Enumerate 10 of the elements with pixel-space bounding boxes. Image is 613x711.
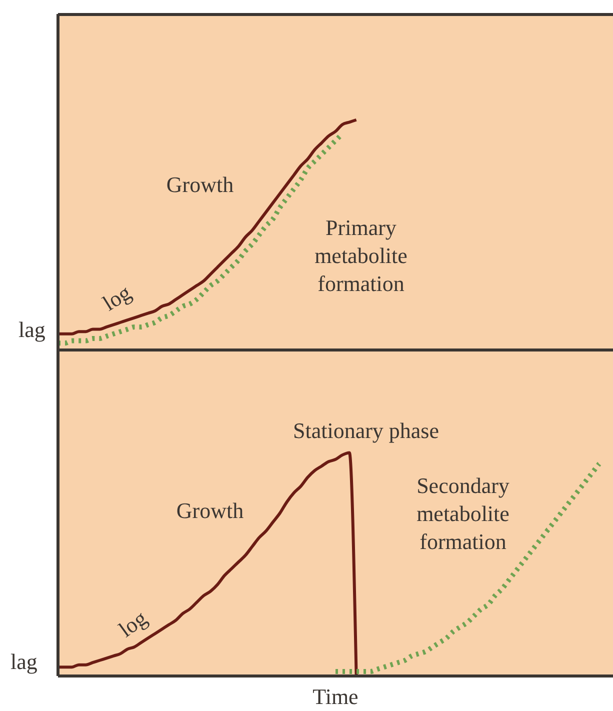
annotation: log [98,278,136,318]
series-label: Growth [166,171,234,199]
series-label: Secondary metabolite formation [416,472,510,556]
series-label: Primary metabolite formation [314,214,408,298]
text: Stationary phase [292,417,440,445]
text: lag [10,648,38,676]
x-axis-title: Time [312,684,358,709]
series-label: Growth [176,497,244,525]
annotation: log [113,604,152,644]
text: lag [18,316,46,344]
